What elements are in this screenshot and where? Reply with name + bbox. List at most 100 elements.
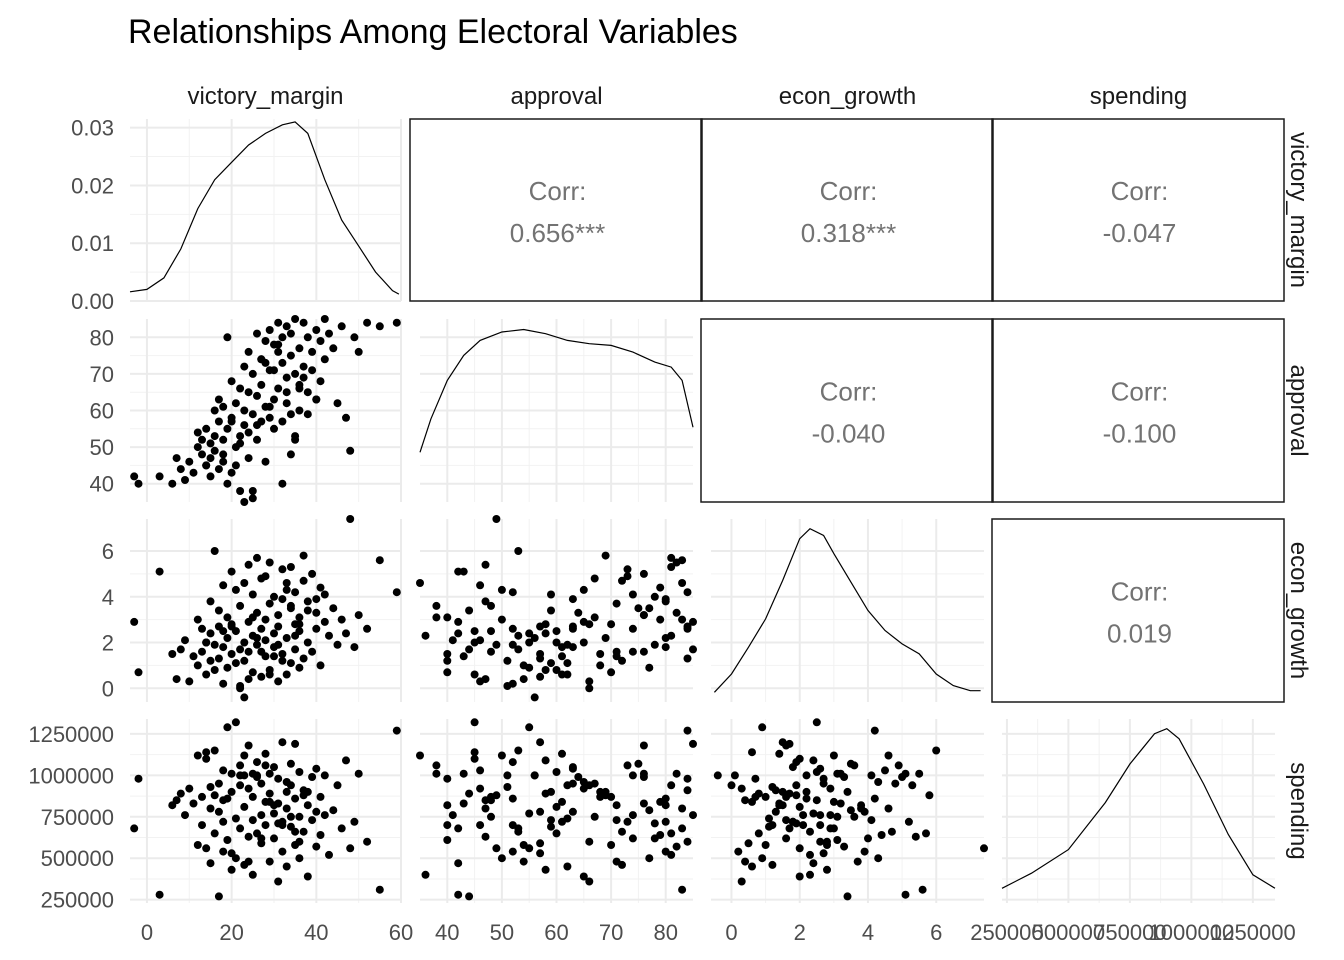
scatter-point <box>432 769 441 778</box>
scatter-point <box>295 854 304 863</box>
x-tick-label: 70 <box>599 920 623 945</box>
scatter-point <box>829 797 838 806</box>
correlation-value: 0.318*** <box>801 218 896 248</box>
scatter-point <box>223 424 232 433</box>
scatter-point <box>547 606 555 615</box>
scatter-point <box>481 560 490 569</box>
scatter-point <box>683 786 692 795</box>
scatter-point <box>312 624 321 633</box>
scatter-point <box>210 432 219 441</box>
y-tick-label: 60 <box>90 399 114 424</box>
scatter-point <box>846 806 855 815</box>
scatter-point <box>563 814 572 823</box>
scatter-point <box>189 799 198 808</box>
scatter-point <box>130 824 139 833</box>
scatter-point <box>282 804 291 813</box>
scatter-point <box>650 640 659 649</box>
scatter-point <box>375 885 384 894</box>
scatter-point <box>623 572 632 581</box>
scatter-point <box>286 601 295 610</box>
scatter-point <box>248 590 257 599</box>
scatter-point <box>860 847 869 856</box>
scatter-point <box>683 654 692 663</box>
scatter-point <box>867 816 876 825</box>
scatter-point <box>874 854 883 863</box>
scatter-point <box>809 809 818 818</box>
scatter-point <box>748 797 756 806</box>
scatter-point <box>536 738 545 747</box>
scatter-point <box>730 771 739 780</box>
scatter-point <box>525 638 534 647</box>
scatter-point <box>492 791 501 800</box>
scatter-point <box>465 789 474 798</box>
scatter-point <box>639 611 648 620</box>
scatter-point <box>270 592 278 601</box>
scatter-point <box>683 774 692 783</box>
scatter-point <box>248 369 257 378</box>
scatter-point <box>639 769 648 778</box>
scatter-point <box>270 652 278 661</box>
scatter-point <box>337 615 346 624</box>
scatter-point <box>476 784 485 793</box>
scatter-point <box>547 787 555 796</box>
x-tick-label: 4 <box>862 920 874 945</box>
density-curve <box>713 527 981 693</box>
scatter-point <box>623 761 632 770</box>
chart-title: Relationships Among Electoral Variables <box>128 13 738 51</box>
scatter-point <box>792 819 801 828</box>
scatter-point <box>667 829 676 838</box>
scatter-point <box>265 599 274 608</box>
x-tick-label: 750000 <box>1093 920 1166 945</box>
scatter-point <box>661 801 670 810</box>
scatter-point <box>223 663 232 672</box>
scatter-point <box>244 428 253 437</box>
scatter-point <box>508 588 517 597</box>
scatter-point <box>465 645 474 654</box>
scatter-point <box>253 758 261 767</box>
scatter-point <box>826 784 835 793</box>
scatter-point <box>645 854 654 863</box>
scatter-point <box>922 829 930 838</box>
scatter-point <box>286 812 295 821</box>
y-tick-label: 750000 <box>41 805 114 830</box>
scatter-point <box>536 650 545 658</box>
scatter-point <box>299 551 308 560</box>
scatter-point <box>806 870 814 879</box>
scatter-point <box>492 844 501 853</box>
scatter-point <box>316 831 325 839</box>
scatter-point <box>282 778 291 786</box>
scatter-point <box>579 778 588 786</box>
scatter-point <box>536 622 545 631</box>
correlation-panel-border <box>991 318 1285 503</box>
scatter-point <box>282 388 291 397</box>
scatter-point <box>363 318 372 327</box>
scatter-point <box>312 595 321 604</box>
scatter-point <box>558 670 566 679</box>
correlation-label: Corr: <box>820 176 878 206</box>
correlation-panel-border <box>700 318 994 503</box>
scatter-point <box>286 759 295 768</box>
scatter-point <box>316 377 325 386</box>
scatter-point <box>421 631 430 640</box>
scatter-point <box>806 827 814 836</box>
scatter-point <box>236 487 245 495</box>
scatter-point <box>265 857 274 866</box>
scatter-point <box>363 837 372 846</box>
scatter-point <box>320 590 329 599</box>
column-strip-label: econ_growth <box>779 83 916 110</box>
scatter-point <box>261 749 270 758</box>
scatter-point <box>295 344 304 353</box>
scatter-point <box>206 783 215 791</box>
scatter-point <box>459 799 468 808</box>
scatter-point <box>346 844 355 853</box>
scatter-point <box>519 675 528 684</box>
scatter-point <box>672 769 681 778</box>
scatter-point <box>563 781 572 790</box>
scatter-point <box>443 656 452 665</box>
scatter-point <box>248 668 257 677</box>
scatter-point <box>227 377 236 386</box>
scatter-point <box>683 588 692 597</box>
column-strip-label: approval <box>510 83 602 110</box>
scatter-point <box>248 410 257 419</box>
scatter-point <box>236 384 245 393</box>
